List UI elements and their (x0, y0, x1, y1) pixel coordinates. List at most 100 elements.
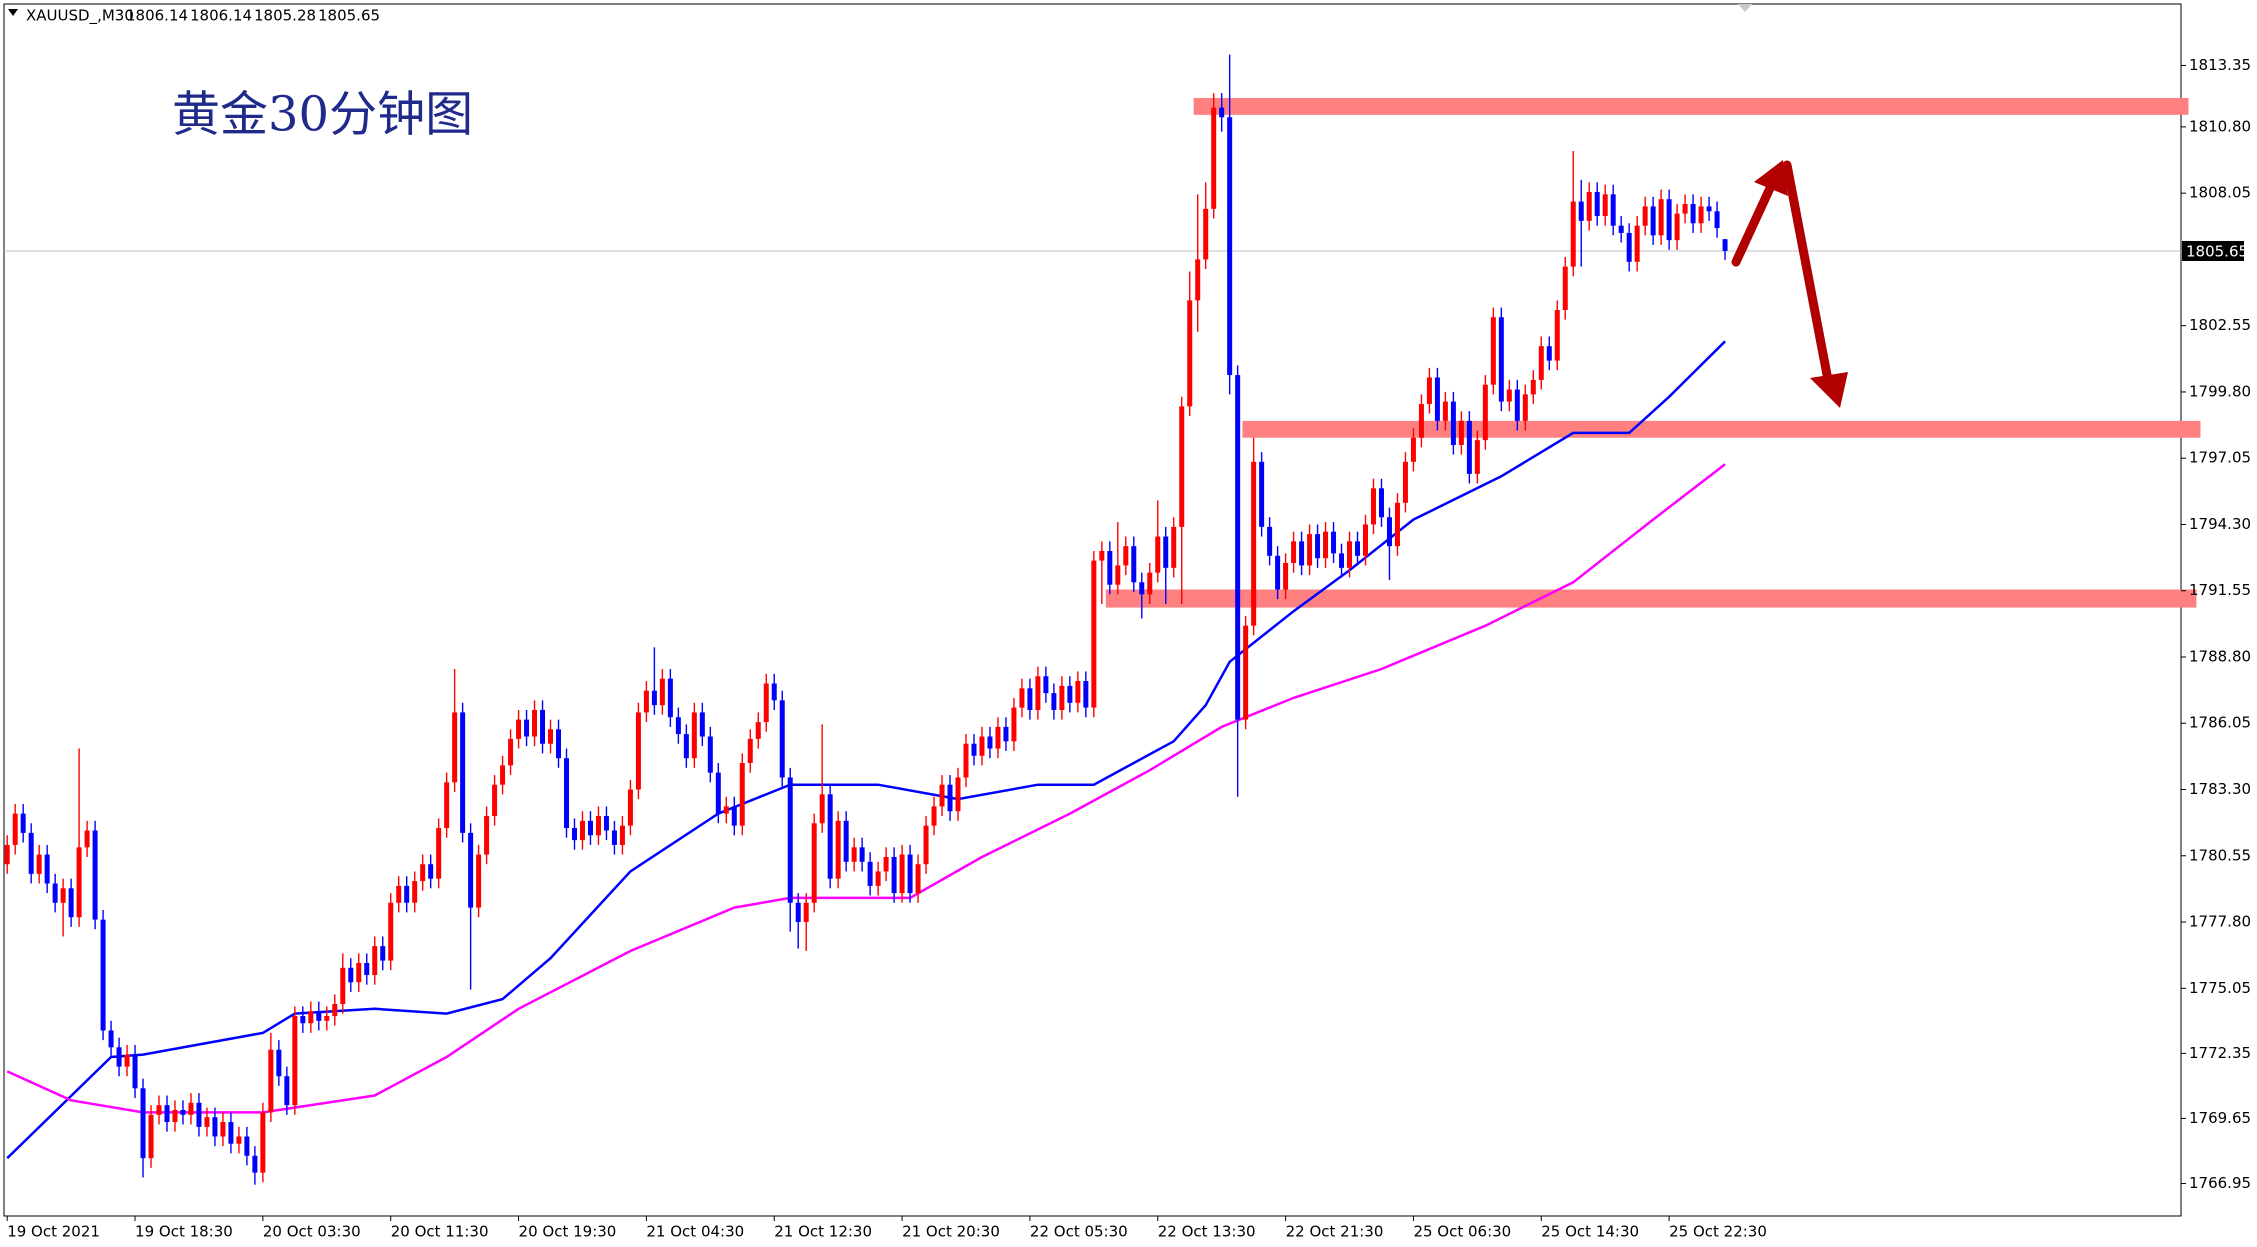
candle-body (1243, 625, 1249, 720)
candle-body (1562, 266, 1568, 311)
candle-body (492, 784, 498, 817)
x-tick-label: 21 Oct 20:30 (902, 1223, 1000, 1241)
candle-body (1386, 517, 1392, 547)
candle-body (1355, 541, 1361, 556)
candle-body (1099, 550, 1105, 561)
candle-body (1027, 688, 1033, 710)
candle-body (348, 967, 354, 983)
candle-body (811, 823, 817, 903)
candle-body (1682, 203, 1688, 214)
y-tick-label: 1780.55 (2189, 846, 2251, 864)
candle-body (843, 820, 849, 862)
candle-body (1091, 560, 1097, 708)
candle-body (939, 784, 945, 807)
candle-body (691, 712, 697, 759)
candle-body (1259, 461, 1265, 527)
candle-body (1514, 389, 1520, 421)
arrow-down (1782, 160, 1848, 408)
x-tick-label: 20 Oct 11:30 (391, 1223, 489, 1241)
candle-body (1291, 541, 1297, 564)
candle-body (1115, 565, 1121, 585)
candle-body (236, 1136, 242, 1144)
candle-body (1339, 553, 1345, 568)
candle-body (963, 743, 969, 778)
candle-body (1538, 346, 1544, 380)
candle-body (1714, 211, 1720, 229)
zone (1193, 97, 2189, 115)
candle-body (204, 1117, 210, 1127)
candle-body (1107, 550, 1113, 585)
header-low: 1805.28 (254, 7, 316, 25)
candle-body (915, 864, 921, 894)
candle-body (651, 690, 657, 706)
candle-body (428, 864, 434, 879)
y-tick-label: 1777.80 (2189, 913, 2251, 931)
candle-body (1426, 377, 1432, 404)
candle-body (84, 830, 90, 848)
candle-body (1650, 206, 1656, 236)
chart-title: 黄金30分钟图 (172, 87, 473, 143)
candle-body (779, 700, 785, 778)
candle-body (228, 1122, 234, 1144)
candle-body (1546, 346, 1552, 361)
candle-body (1618, 225, 1624, 233)
candle-body (1307, 534, 1313, 566)
candle-body (244, 1136, 250, 1156)
candle-body (476, 854, 482, 908)
candle-body (955, 777, 961, 812)
candle-body (699, 712, 705, 737)
candle-body (20, 813, 26, 833)
candle-body (1043, 676, 1049, 694)
candle-body (1450, 401, 1456, 445)
candle-body (12, 813, 18, 845)
x-tick-label: 22 Oct 05:30 (1030, 1223, 1128, 1241)
candle-body (1147, 572, 1153, 595)
zone (1105, 589, 2197, 608)
candle-body (891, 856, 897, 894)
candle-body (164, 1105, 170, 1123)
candle-body (1658, 199, 1664, 236)
arrow-up (1731, 160, 1788, 267)
candle-body (156, 1105, 162, 1115)
candle-body (372, 946, 378, 976)
candle-body (1578, 201, 1584, 221)
candle-body (380, 946, 386, 961)
plot-frame (3, 3, 2182, 1217)
candle-body (1690, 203, 1696, 224)
candle-body (1211, 107, 1217, 209)
candle-body (132, 1054, 138, 1089)
candle-body (1363, 524, 1368, 556)
candle-body (755, 722, 761, 739)
y-tick-label: 1775.05 (2189, 979, 2251, 997)
candle-body (1378, 488, 1384, 518)
candle-body (1171, 526, 1177, 568)
x-tick-label: 22 Oct 21:30 (1286, 1223, 1384, 1241)
candle-body (1698, 206, 1704, 224)
candle-body (308, 1011, 314, 1024)
candle-body (947, 784, 953, 812)
candle-body (747, 738, 753, 764)
candle-body (1602, 194, 1608, 217)
candle-body (1003, 726, 1009, 742)
candle-body (739, 763, 745, 826)
x-tick-label: 19 Oct 2021 (7, 1223, 100, 1241)
y-tick-label: 1766.95 (2189, 1174, 2251, 1192)
candle-body (412, 881, 418, 903)
candle-body (316, 1011, 322, 1021)
candle-body (923, 825, 929, 865)
candle-body (683, 734, 689, 759)
candle-body (1195, 259, 1201, 301)
candle-body (1506, 389, 1512, 402)
candle-body (60, 888, 66, 903)
candle-body (1482, 384, 1488, 441)
candle-body (1267, 526, 1273, 556)
candle-body (635, 712, 641, 790)
candle-body (827, 794, 833, 879)
candle-body (556, 729, 562, 759)
candle-body (1083, 681, 1089, 708)
candle-body (1331, 531, 1337, 554)
candle-body (1570, 201, 1576, 267)
candle-body (1219, 107, 1225, 118)
candle-body (571, 828, 577, 841)
candle-body (1586, 191, 1592, 221)
